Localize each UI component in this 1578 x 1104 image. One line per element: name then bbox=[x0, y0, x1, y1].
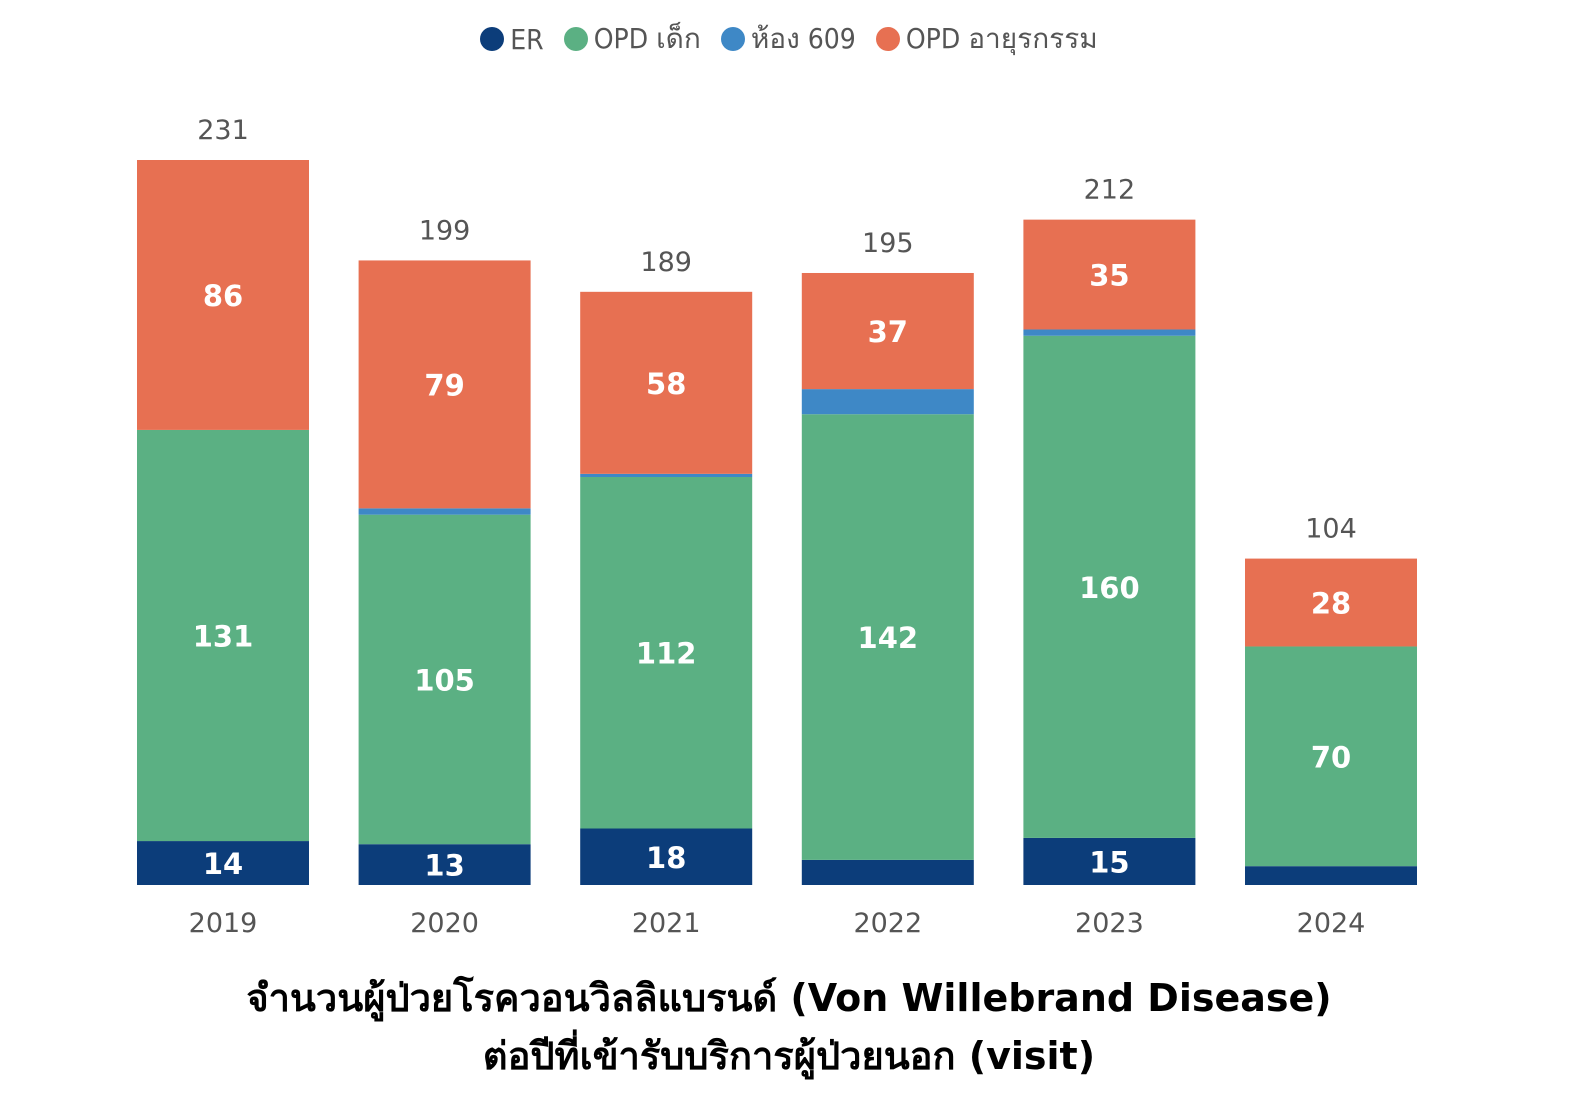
legend-label: ER bbox=[510, 22, 544, 56]
chart-legend: ER OPD เด็ก ห้อง 609 OPD อายุรกรรม bbox=[0, 16, 1578, 62]
legend-item-3: OPD อายุรกรรม bbox=[875, 17, 1098, 61]
segment-value-label: 35 bbox=[1089, 259, 1129, 293]
segment-value-label: 13 bbox=[424, 849, 464, 883]
bar-segment bbox=[1245, 646, 1417, 867]
bar-total-label: 195 bbox=[862, 228, 914, 259]
bar-segment bbox=[580, 473, 753, 477]
bar-segment bbox=[1245, 866, 1417, 885]
bar-segment bbox=[1023, 329, 1196, 336]
bar-segment bbox=[137, 841, 309, 885]
bar-segment bbox=[580, 828, 753, 885]
x-tick-label: 2024 bbox=[1297, 908, 1366, 939]
legend-swatch bbox=[720, 27, 745, 51]
bar-segment bbox=[1023, 837, 1196, 885]
legend-item-2: ห้อง 609 bbox=[720, 17, 856, 61]
legend-swatch bbox=[563, 27, 588, 51]
segment-value-label: 14 bbox=[203, 847, 243, 881]
legend-item-1: OPD เด็ก bbox=[563, 17, 701, 61]
bar-segment bbox=[801, 272, 974, 390]
bar-total-label: 104 bbox=[1305, 514, 1357, 545]
legend-swatch bbox=[480, 27, 505, 51]
stacked-bar-chart: 14 131 86 231 2019 13 105 79 199 2020 18 112 58 189 20… bbox=[137, 115, 1417, 939]
bar-segment bbox=[1245, 558, 1417, 647]
segment-value-label: 79 bbox=[424, 368, 464, 402]
legend-label: ห้อง 609 bbox=[750, 22, 856, 55]
legend-label: OPD เด็ก bbox=[593, 22, 701, 55]
x-tick-label: 2019 bbox=[189, 908, 258, 939]
bar-total-label: 212 bbox=[1084, 175, 1136, 206]
bar-total-label: 189 bbox=[640, 247, 692, 278]
segment-value-label: 70 bbox=[1311, 740, 1351, 774]
segment-value-label: 18 bbox=[646, 841, 686, 875]
bar-segment bbox=[580, 291, 753, 474]
legend-label: OPD อายุรกรรม bbox=[905, 22, 1098, 55]
chart-caption-line-2: ต่อปีที่เข้ารับบริการผู้ป่วยนอก (visit) bbox=[482, 1034, 1096, 1078]
x-tick-label: 2022 bbox=[853, 908, 922, 939]
segment-value-label: 105 bbox=[414, 663, 475, 697]
segment-value-label: 131 bbox=[193, 619, 254, 653]
segment-value-label: 86 bbox=[203, 279, 243, 313]
x-tick-label: 2020 bbox=[410, 908, 479, 939]
bar-total-label: 199 bbox=[419, 215, 471, 246]
segment-value-label: 112 bbox=[636, 637, 697, 671]
x-tick-label: 2023 bbox=[1075, 908, 1144, 939]
legend-swatch bbox=[875, 27, 900, 51]
segment-value-label: 160 bbox=[1079, 571, 1140, 605]
bar-total-label: 231 bbox=[197, 115, 249, 146]
bar-segment bbox=[137, 160, 309, 430]
bar-segment bbox=[801, 414, 974, 860]
segment-value-label: 15 bbox=[1089, 845, 1129, 879]
legend-item-0: ER bbox=[480, 22, 544, 56]
segment-value-label: 28 bbox=[1311, 587, 1351, 621]
bar-segment bbox=[358, 508, 531, 515]
bar-segment bbox=[801, 389, 974, 415]
bar-segment bbox=[358, 260, 531, 509]
bar-segment bbox=[358, 514, 531, 845]
segment-value-label: 37 bbox=[868, 315, 908, 349]
bar-segment bbox=[1023, 335, 1196, 838]
segment-value-label: 142 bbox=[858, 621, 919, 655]
bar-segment bbox=[358, 844, 531, 885]
segment-value-label: 58 bbox=[646, 367, 686, 401]
bar-segment bbox=[580, 476, 753, 829]
bar-segment bbox=[1023, 219, 1196, 330]
chart-caption-line-1: จำนวนผู้ป่วยโรควอนวิลลิแบรนด์ (Von Wille… bbox=[246, 976, 1332, 1020]
bar-segment bbox=[801, 859, 974, 885]
x-tick-label: 2021 bbox=[632, 908, 701, 939]
bar-segment bbox=[137, 429, 309, 842]
